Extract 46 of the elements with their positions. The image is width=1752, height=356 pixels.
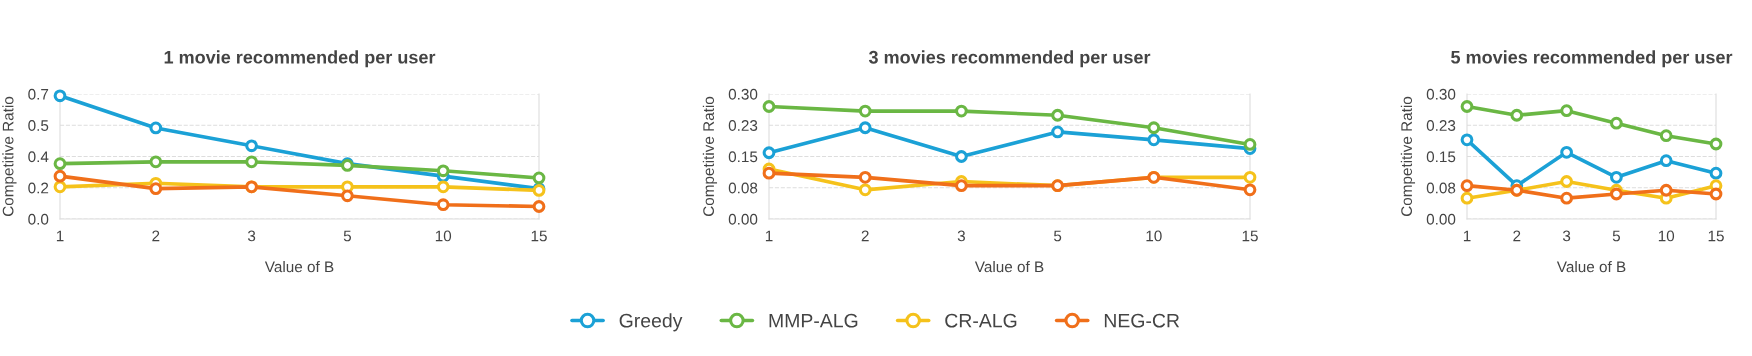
y-axis-title: Competitive Ratio <box>702 96 718 217</box>
x-tick-label: 2 <box>1513 230 1521 242</box>
y-tick-label: 0.30 <box>1426 88 1456 100</box>
x-tick-label: 1 <box>1463 230 1471 242</box>
legend-label: NEG-CR <box>1104 313 1180 328</box>
x-tick-label: 15 <box>1242 230 1258 242</box>
y-tick-label: 0.08 <box>1426 182 1456 194</box>
x-tick-label: 5 <box>1053 230 1062 242</box>
x-tick-label: 10 <box>1146 230 1162 242</box>
y-tick-label: 0.15 <box>1426 151 1456 163</box>
x-tick-label: 1 <box>765 230 773 242</box>
x-tick-label: 10 <box>435 230 452 242</box>
y-tick-label: 0.7 <box>28 88 49 100</box>
x-tick-label: 2 <box>861 230 869 242</box>
chart-title: 3 movies recommended per user <box>868 50 1151 68</box>
y-tick-label: 0.5 <box>28 120 49 131</box>
y-tick-label: 0.4 <box>28 151 49 163</box>
x-axis-title: Value of B <box>1556 261 1626 273</box>
legend-label: MMP-ALG <box>769 313 858 328</box>
x-tick-label: 15 <box>1708 230 1724 242</box>
x-tick-label: 3 <box>957 230 965 242</box>
x-axis-title: Value of B <box>974 261 1044 273</box>
x-tick-label: 3 <box>1562 230 1571 242</box>
x-tick-label: 5 <box>1612 230 1621 242</box>
x-tick-label: 5 <box>343 230 352 242</box>
x-tick-label: 15 <box>531 230 547 242</box>
y-tick-label: 0.00 <box>1426 213 1456 225</box>
x-axis-title: Value of B <box>264 261 334 273</box>
y-tick-label: 0.23 <box>1426 120 1456 131</box>
y-tick-label: 0.15 <box>728 151 758 163</box>
legend-label: CR-ALG <box>945 313 1017 328</box>
y-tick-label: 0.23 <box>728 120 758 131</box>
y-axis-title: Competitive Ratio <box>2 96 17 217</box>
y-tick-label: 0.2 <box>28 182 49 194</box>
y-tick-label: 0.00 <box>728 213 758 225</box>
chart-title: 1 movie recommended per user <box>164 50 436 68</box>
x-tick-label: 10 <box>1658 230 1675 242</box>
x-tick-label: 1 <box>56 230 64 242</box>
y-tick-label: 0.08 <box>728 182 758 194</box>
x-tick-label: 3 <box>247 230 256 242</box>
legend-label: Greedy <box>619 313 683 332</box>
x-tick-label: 2 <box>152 230 160 242</box>
y-tick-label: 0.30 <box>728 88 758 100</box>
y-tick-label: 0.0 <box>28 213 49 225</box>
y-axis-title: Competitive Ratio <box>1400 96 1416 217</box>
chart-title: 5 movies recommended per user <box>1451 50 1733 68</box>
